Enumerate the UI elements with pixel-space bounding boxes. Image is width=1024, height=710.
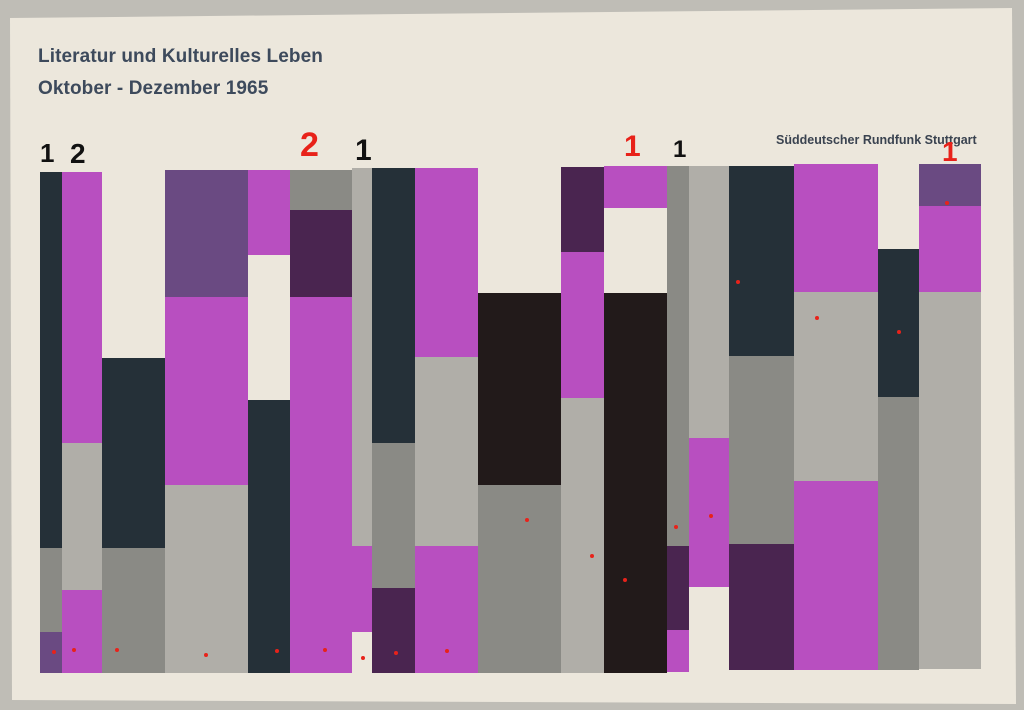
red-dot	[204, 653, 208, 657]
color-block	[689, 438, 729, 587]
color-block	[667, 166, 689, 546]
handwritten-mark: 1	[942, 136, 958, 167]
color-block	[165, 170, 248, 297]
red-dot	[394, 651, 398, 655]
color-block	[415, 168, 478, 357]
color-block	[478, 485, 564, 673]
color-block	[372, 588, 415, 673]
red-dot	[674, 525, 678, 529]
handwritten-mark: 2	[70, 138, 86, 169]
color-block	[372, 168, 415, 443]
color-block	[729, 356, 794, 544]
red-dot	[52, 650, 56, 654]
color-block	[40, 172, 62, 548]
red-dot	[709, 514, 713, 518]
title-line-2: Oktober - Dezember 1965	[38, 78, 269, 99]
color-block	[372, 443, 415, 588]
color-block	[62, 590, 102, 673]
color-block	[604, 293, 667, 673]
publisher-label: Süddeutscher Rundfunk Stuttgart	[776, 133, 977, 147]
red-dot	[897, 330, 901, 334]
color-block	[919, 164, 981, 206]
red-dot	[445, 649, 449, 653]
title-line-1: Literatur und Kulturelles Leben	[38, 46, 323, 67]
color-block	[878, 249, 919, 397]
color-block	[919, 292, 981, 669]
color-block	[561, 252, 604, 398]
color-block	[561, 398, 604, 673]
color-block	[667, 630, 689, 672]
red-dots	[52, 201, 949, 660]
color-block	[40, 632, 62, 673]
color-block	[352, 546, 372, 632]
color-block	[478, 293, 564, 485]
red-dot	[945, 201, 949, 205]
color-block	[415, 546, 478, 673]
color-block	[689, 166, 729, 438]
color-block	[729, 166, 794, 356]
color-block	[794, 481, 878, 670]
color-block	[248, 400, 290, 673]
color-block	[561, 167, 604, 252]
red-dot	[736, 280, 740, 284]
red-dot	[72, 648, 76, 652]
handwritten-mark: 1	[40, 138, 55, 168]
color-block	[729, 544, 794, 670]
color-block	[290, 297, 352, 673]
red-dot	[323, 648, 327, 652]
color-block	[62, 172, 102, 443]
color-blocks	[40, 164, 981, 673]
color-block	[165, 485, 248, 673]
color-block	[248, 170, 290, 255]
color-block	[352, 168, 372, 546]
color-block	[415, 357, 478, 546]
color-block	[667, 546, 689, 630]
color-block	[165, 297, 248, 485]
color-block	[878, 397, 919, 670]
handwritten-mark: 2	[300, 126, 319, 164]
handwritten-mark: 1	[673, 136, 687, 163]
color-block	[102, 548, 165, 673]
color-block	[919, 206, 981, 292]
handwritten-mark: 1	[355, 134, 372, 167]
color-block	[62, 443, 102, 590]
red-dot	[590, 554, 594, 558]
color-block	[794, 292, 878, 481]
color-block	[290, 170, 352, 210]
red-dot	[361, 656, 365, 660]
red-dot	[115, 648, 119, 652]
red-dot	[623, 578, 627, 582]
color-block	[604, 166, 667, 208]
red-dot	[525, 518, 529, 522]
handwritten-mark: 1	[624, 130, 641, 163]
color-block	[794, 164, 878, 292]
red-dot	[275, 649, 279, 653]
color-block	[102, 358, 165, 548]
color-block	[40, 548, 62, 632]
color-block	[290, 210, 352, 297]
red-dot	[815, 316, 819, 320]
